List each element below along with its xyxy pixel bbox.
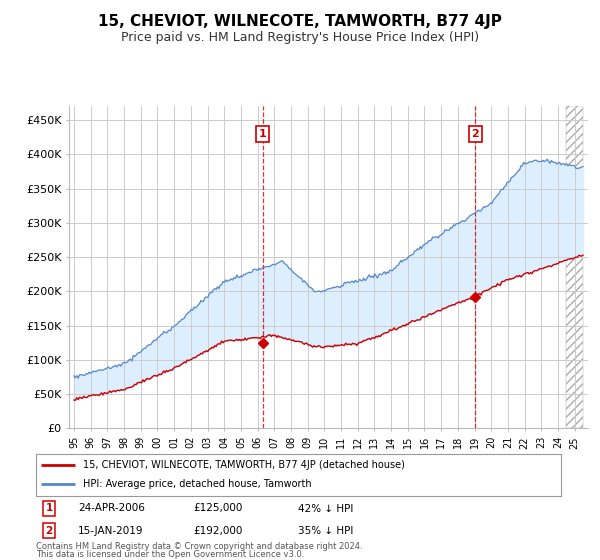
Text: 24-APR-2006: 24-APR-2006 xyxy=(78,503,145,514)
Text: 42% ↓ HPI: 42% ↓ HPI xyxy=(299,503,354,514)
Text: 1: 1 xyxy=(259,129,266,139)
Text: 15-JAN-2019: 15-JAN-2019 xyxy=(78,526,143,536)
Text: 15, CHEVIOT, WILNECOTE, TAMWORTH, B77 4JP: 15, CHEVIOT, WILNECOTE, TAMWORTH, B77 4J… xyxy=(98,14,502,29)
Text: This data is licensed under the Open Government Licence v3.0.: This data is licensed under the Open Gov… xyxy=(36,550,304,559)
Text: £125,000: £125,000 xyxy=(193,503,243,514)
Text: £192,000: £192,000 xyxy=(193,526,243,536)
Text: 15, CHEVIOT, WILNECOTE, TAMWORTH, B77 4JP (detached house): 15, CHEVIOT, WILNECOTE, TAMWORTH, B77 4J… xyxy=(83,460,405,470)
Text: 2: 2 xyxy=(46,526,53,536)
Text: Price paid vs. HM Land Registry's House Price Index (HPI): Price paid vs. HM Land Registry's House … xyxy=(121,31,479,44)
Text: 35% ↓ HPI: 35% ↓ HPI xyxy=(299,526,354,536)
Text: Contains HM Land Registry data © Crown copyright and database right 2024.: Contains HM Land Registry data © Crown c… xyxy=(36,542,362,550)
Text: 1: 1 xyxy=(46,503,53,514)
Text: 2: 2 xyxy=(472,129,479,139)
Text: HPI: Average price, detached house, Tamworth: HPI: Average price, detached house, Tamw… xyxy=(83,479,312,489)
